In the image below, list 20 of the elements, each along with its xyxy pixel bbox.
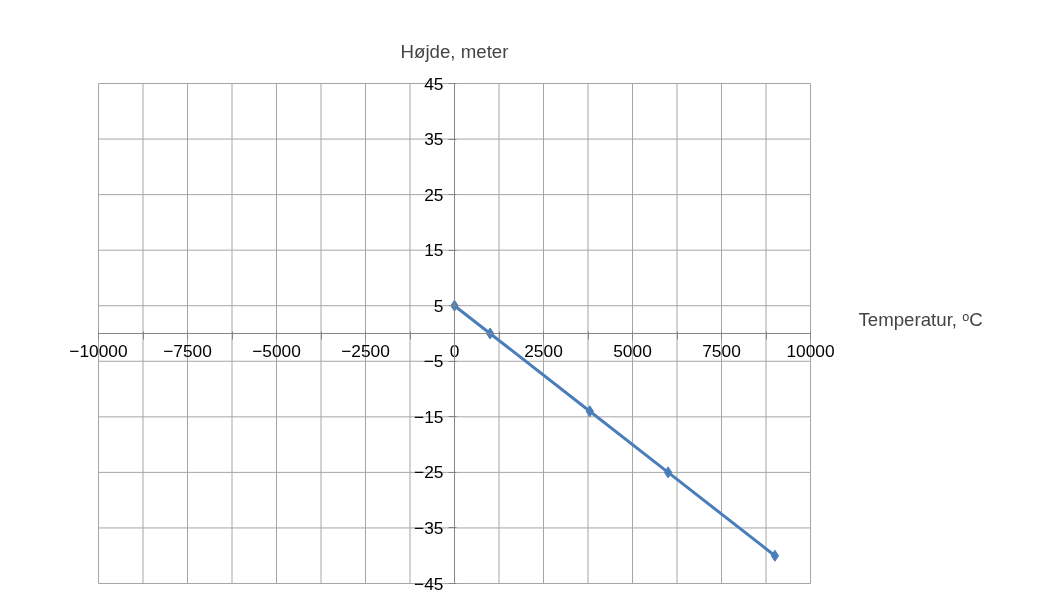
- y-tick-label: 35: [424, 129, 444, 150]
- y-tick-label: 5: [433, 295, 444, 316]
- x-tick-label: 2500: [524, 340, 563, 361]
- y-tick-label: −15: [414, 406, 444, 427]
- y-axis-title: Højde, meter: [400, 40, 509, 62]
- x-tick-label: −5000: [252, 340, 301, 361]
- x-tick-label: −7500: [163, 340, 212, 361]
- y-tick-label: −5: [423, 351, 444, 372]
- x-tick-label: 7500: [702, 340, 741, 361]
- x-tick-label: −2500: [341, 340, 390, 361]
- x-tick-label: 5000: [613, 340, 652, 361]
- y-tick-label: −45: [414, 573, 444, 594]
- x-tick-label: −10000: [69, 340, 128, 361]
- y-tick-label: −25: [414, 462, 444, 483]
- y-tick-label: −35: [414, 517, 444, 538]
- y-tick-label: 45: [424, 73, 444, 94]
- y-tick-label: 15: [424, 240, 444, 261]
- x-tick-label: 10000: [786, 340, 835, 361]
- x-axis-title: Temperatur, ᵒC: [858, 308, 983, 330]
- y-tick-label: 25: [424, 184, 444, 205]
